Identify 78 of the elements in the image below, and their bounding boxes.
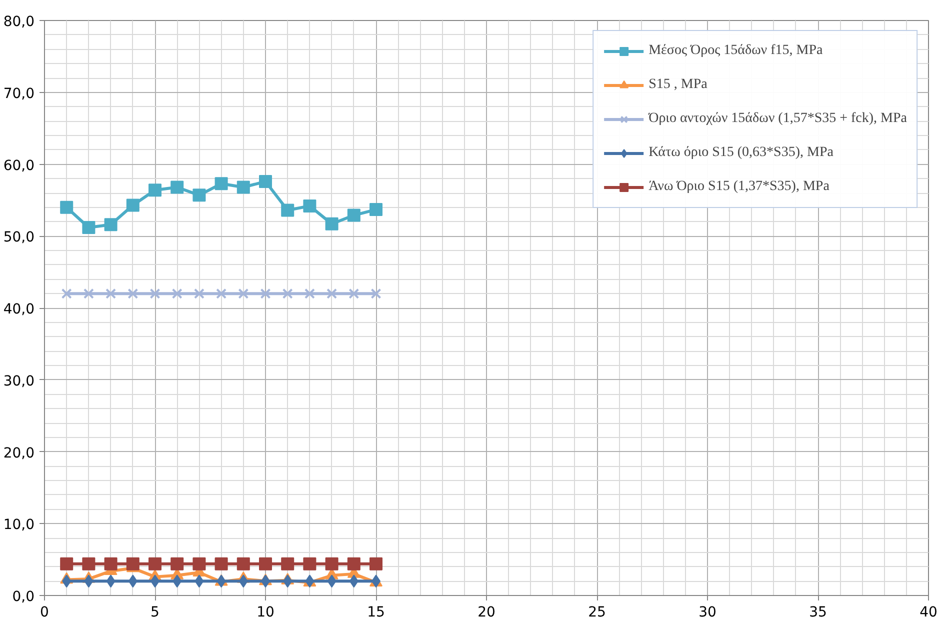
x-tick-label: 10 <box>256 604 274 619</box>
point <box>370 557 382 570</box>
point <box>214 177 228 190</box>
point <box>82 557 96 570</box>
point <box>104 557 118 570</box>
y-tick-label: 0,0 <box>12 589 34 605</box>
point <box>347 208 360 222</box>
point <box>281 557 294 570</box>
point <box>82 221 96 234</box>
point <box>304 288 315 299</box>
point <box>106 288 116 299</box>
point <box>128 288 138 299</box>
legend-label: Όριο αντοχών 15άδων (1,57*S35 + fck), MPa <box>648 111 907 127</box>
point <box>192 188 206 202</box>
point <box>325 557 338 570</box>
y-tick-label: 30,0 <box>3 373 34 390</box>
point <box>370 203 382 216</box>
point <box>192 557 206 570</box>
point <box>347 557 360 570</box>
point <box>348 288 360 299</box>
y-tick-label: 80,0 <box>3 14 34 30</box>
point <box>283 574 292 588</box>
y-tick-label: 40,0 <box>3 302 34 318</box>
point <box>370 288 382 299</box>
point <box>303 199 316 212</box>
point <box>126 198 140 212</box>
legend-label: Μέσος Όρος 15άδων f15, MPa <box>648 43 823 59</box>
point <box>282 288 293 299</box>
y-tick-label: 70,0 <box>3 86 34 102</box>
point <box>84 574 94 588</box>
point <box>60 557 74 570</box>
legend-label: Κάτω όριο S15 (0,63*S35), MPa <box>648 145 834 161</box>
point <box>349 574 358 588</box>
point <box>148 184 162 197</box>
x-tick-label: 15 <box>367 604 385 619</box>
point <box>128 574 138 588</box>
point <box>172 574 182 588</box>
point <box>259 175 272 188</box>
point <box>214 557 228 570</box>
point <box>170 557 184 570</box>
point <box>172 288 182 299</box>
point <box>260 288 271 299</box>
point <box>238 574 248 588</box>
point <box>325 217 338 230</box>
x-tick-label: 35 <box>809 604 827 619</box>
y-tick-label: 50,0 <box>3 230 34 246</box>
point <box>106 574 116 588</box>
point <box>62 574 72 588</box>
point <box>216 288 227 299</box>
point <box>83 288 94 299</box>
point <box>194 574 204 588</box>
point <box>148 557 162 570</box>
point <box>104 218 118 232</box>
point <box>60 200 74 214</box>
point <box>238 288 249 299</box>
point <box>194 288 204 299</box>
y-tick-label: 10,0 <box>3 517 34 534</box>
point <box>281 204 294 217</box>
point <box>259 557 272 570</box>
point <box>236 557 250 570</box>
point <box>303 557 316 570</box>
point <box>236 180 250 194</box>
point <box>61 288 72 299</box>
y-tick-label: 20,0 <box>3 445 34 462</box>
point <box>327 574 336 588</box>
legend-label: Άνω Όριο S15 (1,37*S35), MPa <box>648 179 830 195</box>
x-tick-label: 40 <box>920 604 938 619</box>
x-tick-label: 30 <box>698 604 716 619</box>
x-tick-label: 5 <box>150 604 160 619</box>
point <box>170 180 184 194</box>
x-tick-label: 25 <box>588 604 606 619</box>
point <box>126 557 140 570</box>
point <box>326 288 338 299</box>
y-tick-label: 60,0 <box>3 158 34 174</box>
x-tick-label: 20 <box>478 604 496 619</box>
x-tick-label: 0 <box>40 604 49 619</box>
point <box>150 288 160 299</box>
legend-label: S15 , MPa <box>648 77 708 93</box>
